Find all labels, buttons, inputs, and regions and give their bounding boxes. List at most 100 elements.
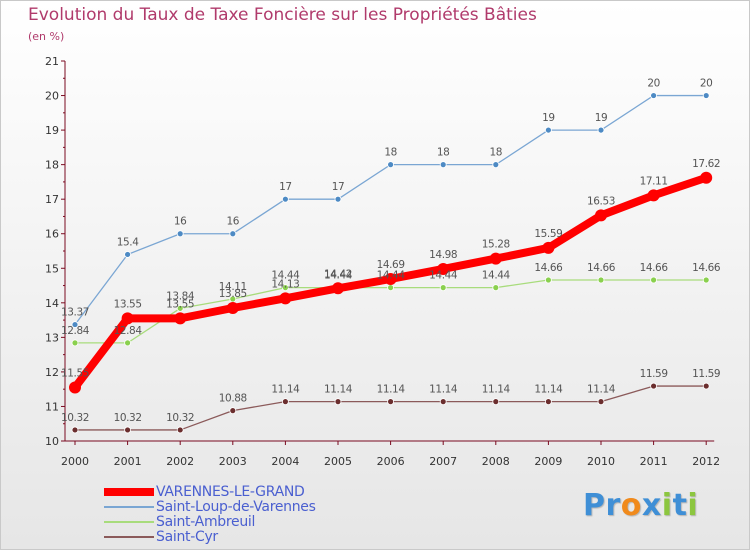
data-label: 11.14 bbox=[377, 384, 406, 396]
data-label: 17 bbox=[332, 181, 345, 193]
data-label: 13.55 bbox=[166, 298, 194, 310]
data-label: 14.69 bbox=[377, 259, 405, 271]
legend-swatch bbox=[104, 536, 154, 538]
data-label: 14.44 bbox=[377, 270, 406, 282]
data-point bbox=[597, 126, 605, 134]
data-label: 11.14 bbox=[271, 384, 300, 396]
x-tick-label: 2010 bbox=[587, 455, 615, 468]
data-point bbox=[650, 382, 657, 390]
data-label: 18 bbox=[384, 147, 397, 159]
data-label: 19 bbox=[542, 112, 555, 124]
data-point bbox=[176, 304, 184, 312]
data-label: 11.14 bbox=[482, 384, 511, 396]
data-point bbox=[332, 282, 344, 295]
y-tick-label: 13 bbox=[45, 331, 59, 344]
logo-letter: i bbox=[687, 488, 699, 523]
y-tick-label: 17 bbox=[45, 193, 59, 206]
data-point bbox=[597, 398, 605, 406]
data-point bbox=[176, 426, 184, 434]
y-tick-label: 14 bbox=[45, 297, 59, 310]
data-point bbox=[71, 426, 79, 434]
data-label: 14.44 bbox=[482, 270, 511, 282]
x-tick-label: 2001 bbox=[114, 455, 142, 468]
data-label: 16 bbox=[174, 216, 187, 228]
data-label: 14.13 bbox=[271, 278, 299, 290]
data-point bbox=[595, 209, 607, 222]
x-tick-label: 2012 bbox=[692, 455, 720, 468]
data-point bbox=[545, 276, 552, 284]
data-point bbox=[124, 426, 131, 434]
data-label: 13.84 bbox=[166, 290, 195, 302]
data-point bbox=[650, 276, 657, 284]
x-tick-label: 2011 bbox=[640, 455, 668, 468]
data-label: 11.59 bbox=[640, 368, 668, 380]
data-label: 14.66 bbox=[692, 262, 721, 274]
chart-subtitle: (en %) bbox=[28, 30, 65, 43]
data-point bbox=[71, 339, 79, 347]
data-point bbox=[281, 398, 289, 406]
data-label: 14.44 bbox=[324, 270, 353, 282]
y-tick-label: 11 bbox=[45, 400, 59, 413]
legend-label: Saint-Cyr bbox=[156, 529, 218, 545]
data-point bbox=[545, 398, 552, 406]
data-label: 17.62 bbox=[692, 158, 720, 170]
data-point bbox=[334, 398, 342, 406]
data-label: 11.14 bbox=[324, 384, 353, 396]
data-label: 12.84 bbox=[114, 325, 143, 337]
chart-title: Evolution du Taux de Taxe Foncière sur l… bbox=[28, 5, 537, 25]
data-label: 10.32 bbox=[114, 412, 142, 424]
data-point bbox=[702, 92, 710, 99]
data-label: 14.66 bbox=[640, 262, 669, 274]
y-tick-label: 20 bbox=[45, 90, 59, 103]
y-tick-label: 10 bbox=[45, 435, 59, 448]
x-tick-label: 2007 bbox=[429, 455, 457, 468]
data-point bbox=[124, 251, 131, 258]
data-point bbox=[229, 230, 237, 238]
data-label: 20 bbox=[700, 78, 713, 90]
legend-label: Saint-Ambreuil bbox=[156, 514, 256, 530]
data-point bbox=[647, 189, 660, 202]
data-label: 16 bbox=[227, 216, 240, 228]
data-label: 17 bbox=[279, 181, 292, 193]
x-tick-label: 2005 bbox=[324, 455, 352, 468]
y-tick-label: 19 bbox=[45, 124, 59, 137]
data-point bbox=[700, 171, 713, 184]
logo-letter: o bbox=[620, 488, 642, 523]
data-point bbox=[492, 161, 500, 169]
data-label: 14.66 bbox=[534, 262, 563, 274]
x-tick-label: 2006 bbox=[377, 455, 405, 468]
data-label: 14.98 bbox=[429, 249, 457, 261]
data-label: 15.28 bbox=[482, 239, 510, 251]
data-point bbox=[279, 292, 292, 305]
logo-letter: x bbox=[641, 488, 662, 523]
data-point bbox=[121, 312, 134, 325]
chart-axes: 10 11 12 13 14 15 16 17 18 19 20 21 2000 2001 2002 2003… bbox=[45, 55, 720, 468]
data-point bbox=[439, 398, 447, 406]
data-label: 15.59 bbox=[534, 228, 562, 240]
value-labels-layer: 11.55 13.55 13.55 13.85 14.13 14.42 14.69 14.98… bbox=[61, 78, 721, 424]
data-point bbox=[334, 195, 342, 203]
data-point bbox=[387, 398, 395, 406]
data-label: 14.44 bbox=[429, 270, 458, 282]
x-tick-label: 2008 bbox=[482, 455, 510, 468]
data-point bbox=[439, 161, 447, 169]
x-tick-label: 2003 bbox=[219, 455, 247, 468]
data-point bbox=[71, 321, 79, 328]
y-tick-label: 15 bbox=[45, 262, 59, 275]
data-label: 11.14 bbox=[429, 384, 458, 396]
data-label: 19 bbox=[595, 112, 608, 124]
x-tick-label: 2009 bbox=[534, 455, 562, 468]
data-point bbox=[702, 276, 710, 284]
y-tick-label: 18 bbox=[45, 159, 59, 172]
data-point bbox=[176, 230, 184, 238]
data-point bbox=[226, 302, 239, 314]
data-label: 10.88 bbox=[219, 393, 247, 405]
data-label: 11.55 bbox=[61, 367, 89, 379]
data-point bbox=[492, 284, 500, 292]
data-label: 15.4 bbox=[117, 236, 139, 248]
data-label: 18 bbox=[437, 147, 450, 159]
data-point bbox=[437, 262, 450, 275]
data-label: 20 bbox=[647, 78, 660, 90]
